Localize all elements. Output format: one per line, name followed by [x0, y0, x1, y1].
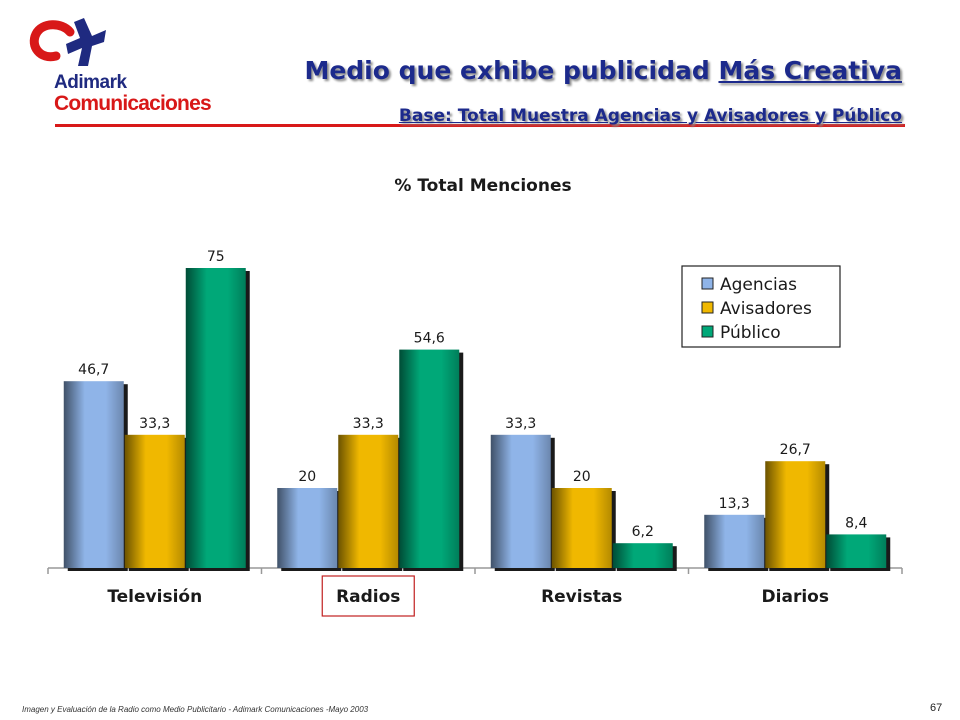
category-label: Radios	[336, 587, 400, 607]
page-title-emphasis: Más Creativa	[718, 56, 902, 85]
data-label: 54,6	[414, 331, 445, 347]
data-label: 8,4	[845, 515, 867, 531]
data-label: 33,3	[353, 416, 384, 432]
data-label: 26,7	[780, 442, 811, 458]
data-label: 6,2	[632, 524, 654, 540]
category-label: Revistas	[541, 587, 622, 607]
bar-público	[399, 349, 460, 568]
logo-mark-icon	[29, 18, 106, 66]
category-label: Diarios	[762, 587, 829, 607]
footer-note: Imagen y Evaluación de la Radio como Med…	[22, 705, 369, 714]
page-subtitle: Base: Total Muestra Agencias y Avisadore…	[398, 106, 902, 126]
bar-agencias	[490, 434, 551, 568]
legend-swatch	[701, 325, 714, 338]
legend-label: Avisadores	[720, 299, 812, 319]
bar-público	[612, 543, 673, 568]
bar-avisadores	[765, 461, 826, 568]
logo-word-comunicaciones: Comunicaciones	[54, 92, 212, 115]
legend-label: Agencias	[720, 275, 797, 295]
data-label: 20	[298, 469, 316, 485]
bar-avisadores	[338, 434, 399, 568]
legend-label: Público	[720, 323, 781, 343]
page-number: 67	[930, 702, 943, 714]
header-rule	[55, 124, 905, 127]
data-label: 46,7	[78, 362, 109, 378]
data-label: 13,3	[719, 496, 750, 512]
legend-swatch	[701, 301, 714, 314]
bar-avisadores	[124, 434, 185, 568]
bar-público	[185, 268, 246, 568]
page-title-prefix: Medio que exhibe publicidad	[304, 56, 719, 85]
category-label: Televisión	[107, 587, 202, 607]
bar-agencias	[277, 488, 338, 568]
data-label: 20	[573, 469, 591, 485]
logo-word-adimark: Adimark	[54, 72, 127, 93]
page-title: Medio que exhibe publicidad Más Creativa	[304, 56, 902, 85]
data-label: 33,3	[505, 416, 536, 432]
chart-title: % Total Menciones	[394, 176, 572, 196]
legend-swatch	[701, 277, 714, 290]
data-label: 33,3	[139, 416, 170, 432]
highlight-box	[321, 575, 415, 617]
adimark-logo: Adimark Comunicaciones	[22, 14, 222, 124]
bar-agencias	[63, 381, 124, 568]
bar-público	[826, 534, 887, 568]
data-label: 75	[207, 249, 225, 265]
bar-avisadores	[551, 488, 612, 568]
bar-agencias	[704, 514, 765, 568]
